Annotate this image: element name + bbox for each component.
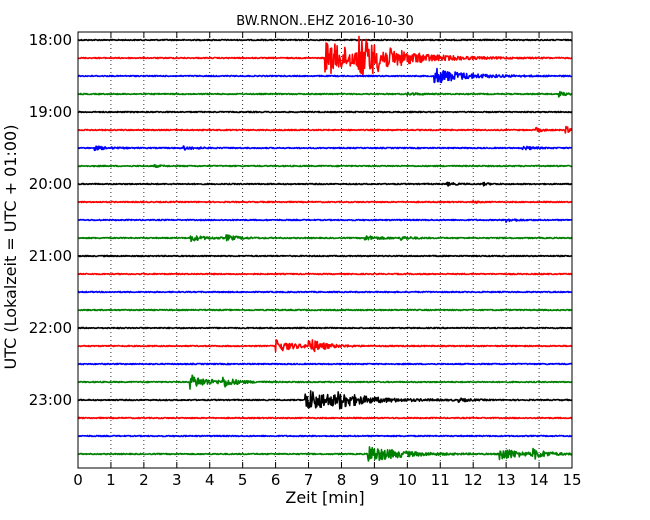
seismic-trace <box>77 308 573 312</box>
seismic-trace <box>77 290 573 294</box>
x-tick-label: 14 <box>530 471 549 489</box>
seismic-trace <box>77 163 573 168</box>
seismic-trace <box>77 390 573 410</box>
x-tick-label: 7 <box>304 471 314 489</box>
seismic-trace <box>77 434 573 438</box>
seismic-trace <box>77 199 573 204</box>
x-axis-title: Zeit [min] <box>285 488 364 507</box>
x-tick-label: 12 <box>464 471 483 489</box>
grid-lines <box>110 32 540 468</box>
seismic-trace <box>77 234 573 243</box>
seismic-trace <box>77 416 573 420</box>
seismic-trace <box>77 326 573 330</box>
seismic-trace <box>77 125 573 134</box>
x-tick-label: 3 <box>172 471 182 489</box>
seismic-trace <box>77 145 573 152</box>
x-tick-label: 2 <box>139 471 149 489</box>
seismic-trace <box>77 362 573 366</box>
y-tick-label: 19:00 <box>29 103 72 121</box>
seismic-trace <box>77 446 573 462</box>
seismic-trace <box>77 272 573 276</box>
x-tick-label: 0 <box>73 471 83 489</box>
y-tick-label: 23:00 <box>29 391 72 409</box>
x-tick-label: 10 <box>398 471 417 489</box>
y-tick-label: 21:00 <box>29 247 72 265</box>
chart-title: BW.RNON..EHZ 2016-10-30 <box>236 14 414 29</box>
y-axis-ticks: 18:00 19:00 20:00 21:00 22:00 23:00 <box>29 31 572 409</box>
x-tick-label: 9 <box>370 471 380 489</box>
x-tick-label: 4 <box>205 471 215 489</box>
seismic-trace <box>77 90 573 98</box>
x-tick-label: 15 <box>562 471 581 489</box>
seismic-trace <box>77 67 573 84</box>
x-tick-label: 8 <box>337 471 347 489</box>
y-tick-label: 20:00 <box>29 175 72 193</box>
seismic-trace <box>77 374 573 390</box>
seismic-trace <box>77 339 573 353</box>
seismic-trace <box>77 218 573 223</box>
seismic-trace <box>77 35 573 78</box>
x-tick-label: 6 <box>271 471 281 489</box>
seismic-trace <box>77 110 573 114</box>
seismic-trace <box>77 38 573 42</box>
seismic-trace <box>77 181 573 187</box>
seismic-trace <box>77 254 573 258</box>
plot-frame <box>77 31 573 469</box>
x-axis-ticks: 0 1 2 3 4 5 6 7 8 9 10 11 12 13 14 15 <box>73 32 582 489</box>
traces <box>77 35 573 462</box>
x-tick-label: 13 <box>497 471 516 489</box>
x-tick-label: 5 <box>238 471 248 489</box>
y-axis-title: UTC (Lokalzeit = UTC + 01:00) <box>1 125 20 370</box>
y-tick-label: 22:00 <box>29 319 72 337</box>
y-tick-label: 18:00 <box>29 31 72 49</box>
x-tick-label: 1 <box>106 471 116 489</box>
x-tick-label: 11 <box>431 471 450 489</box>
